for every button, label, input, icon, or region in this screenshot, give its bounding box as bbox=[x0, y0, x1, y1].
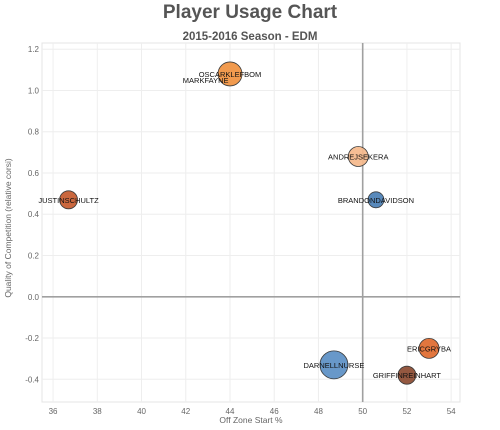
x-tick-label: 50 bbox=[358, 407, 367, 416]
data-point bbox=[397, 365, 417, 385]
y-tick-label: 0.8 bbox=[28, 128, 40, 137]
data-label: DARNELLNURSE bbox=[304, 361, 365, 370]
y-tick-label: -0.4 bbox=[25, 375, 39, 384]
x-tick-label: 46 bbox=[270, 407, 279, 416]
data-point bbox=[418, 337, 440, 359]
x-tick-label: 44 bbox=[226, 407, 235, 416]
data-point bbox=[347, 146, 369, 167]
y-tick-label: 0.0 bbox=[28, 293, 40, 302]
data-label: JUSTINSCHULTZ bbox=[38, 196, 99, 205]
x-tick-label: 38 bbox=[93, 407, 102, 416]
data-label: ERICGRYBA bbox=[407, 344, 451, 353]
chart-subtitle: 2015-2016 Season - EDM bbox=[182, 31, 318, 43]
x-tick-label: 52 bbox=[402, 407, 411, 416]
data-points bbox=[59, 61, 440, 385]
x-axis-label: Off Zone Start % bbox=[219, 415, 283, 425]
x-tick-label: 36 bbox=[49, 407, 58, 416]
reference-lines bbox=[42, 43, 460, 402]
x-tick-label: 54 bbox=[447, 407, 456, 416]
axis-ticks: 36 38 40 42 44 46 48 50 52 54 -0.4 -0.2 0.0 0.2 0.4 0.6… bbox=[25, 45, 456, 416]
x-tick-label: 40 bbox=[137, 407, 146, 416]
data-label: GRIFFINREINHART bbox=[373, 371, 442, 380]
chart-title: Player Usage Chart bbox=[162, 2, 338, 23]
y-tick-label: 1.0 bbox=[28, 86, 40, 95]
y-tick-label: 0.6 bbox=[28, 169, 40, 178]
data-point bbox=[217, 61, 243, 87]
data-point bbox=[319, 350, 349, 380]
y-tick-label: -0.2 bbox=[25, 334, 39, 343]
plot-area bbox=[41, 42, 461, 403]
x-tick-label: 48 bbox=[314, 407, 323, 416]
data-point bbox=[367, 191, 385, 209]
data-point bbox=[59, 190, 78, 210]
data-label: MARKFAYNE bbox=[183, 76, 229, 85]
y-axis-label: Quality of Competition (relative corsi) bbox=[3, 158, 13, 298]
data-label: ANDREJSEKERA bbox=[328, 152, 388, 161]
data-label: OSCARKLEFBOM bbox=[199, 70, 262, 79]
x-tick-label: 42 bbox=[181, 407, 190, 416]
y-tick-label: 0.2 bbox=[28, 252, 40, 261]
y-tick-label: 0.4 bbox=[28, 210, 40, 219]
data-label: BRANDONDAVIDSON bbox=[338, 196, 414, 205]
y-tick-label: 1.2 bbox=[28, 45, 40, 54]
